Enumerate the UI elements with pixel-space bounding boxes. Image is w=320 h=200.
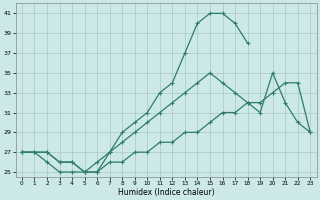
X-axis label: Humidex (Indice chaleur): Humidex (Indice chaleur) <box>118 188 214 197</box>
